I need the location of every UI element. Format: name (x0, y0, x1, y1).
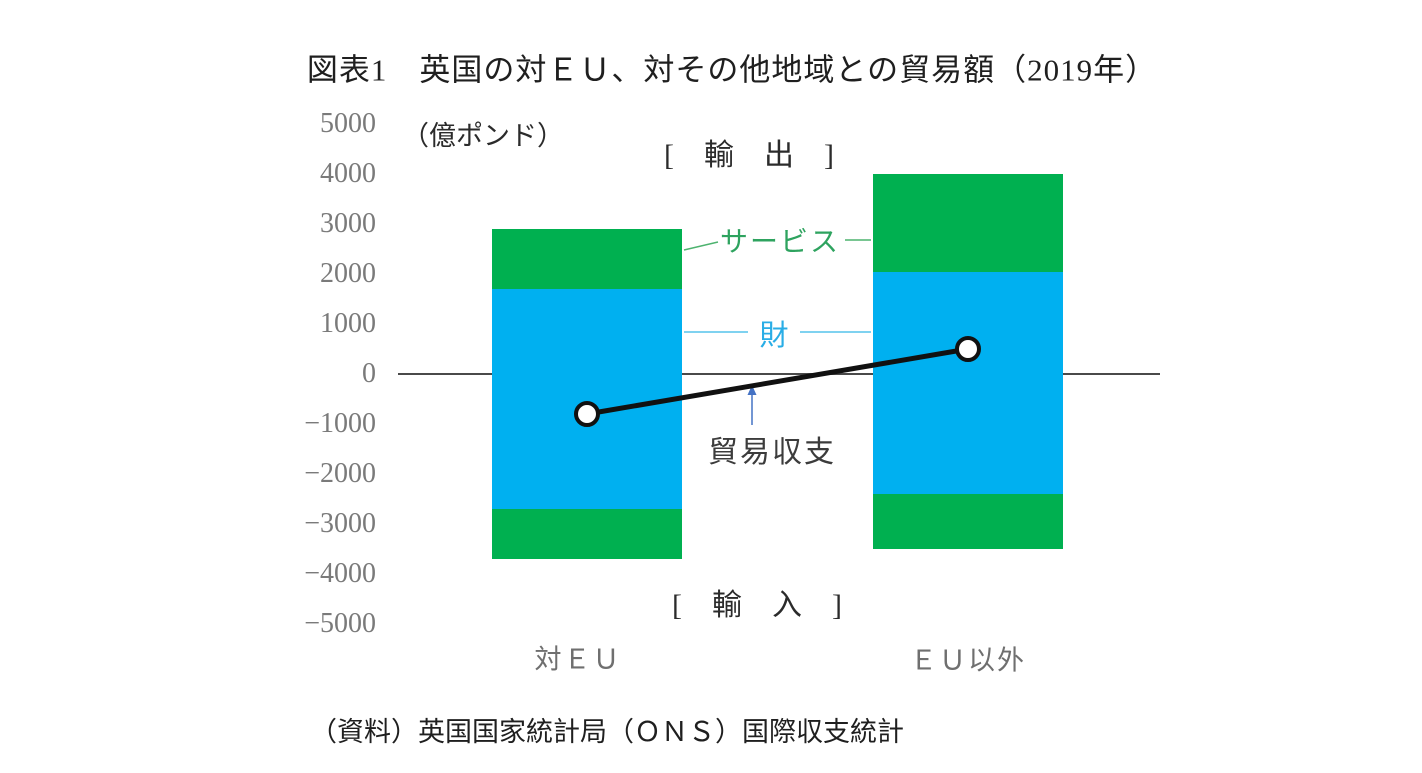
import-section-label: [ 輸 入 ] (672, 589, 842, 622)
source-note: （資料）英国国家統計局（ＯＮＳ）国際収支統計 (310, 717, 904, 747)
goods-series-label: 財 (759, 320, 789, 352)
bar-export-goods (492, 289, 682, 374)
services-series-label: サービス (719, 227, 841, 258)
bar-import-goods (492, 374, 682, 509)
y-tick-label: 5000 (320, 108, 376, 139)
y-tick-label: −1000 (304, 408, 376, 439)
trade-balance-line (586, 346, 969, 417)
bar-export-services (873, 174, 1063, 272)
bar-import-services (873, 494, 1063, 549)
y-tick-label: 0 (362, 358, 376, 389)
y-tick-label: 2000 (320, 258, 376, 289)
bar-import-goods (873, 374, 1063, 494)
category-label-non-eu: ＥＵ以外 (910, 645, 1026, 676)
bar-export-services (492, 229, 682, 289)
unit-label: （億ポンド） (402, 121, 564, 151)
zero-axis-line (398, 373, 1160, 375)
category-label-eu: 対ＥＵ (534, 644, 622, 675)
y-tick-label: 4000 (320, 158, 376, 189)
y-tick-label: −5000 (304, 608, 376, 639)
y-tick-label: −4000 (304, 558, 376, 589)
services-leader-line-left (683, 241, 719, 251)
y-tick-label: −3000 (304, 508, 376, 539)
trade-balance-marker (955, 336, 981, 362)
chart-title: 図表1 英国の対ＥＵ、対その他地域との貿易額（2019年） (306, 52, 1158, 88)
y-tick-label: 3000 (320, 208, 376, 239)
y-tick-label: −2000 (304, 458, 376, 489)
balance-series-label: 貿易収支 (708, 436, 836, 469)
export-section-label: [ 輸 出 ] (664, 139, 834, 172)
balance-annotation-arrow-head (747, 385, 757, 395)
bar-import-services (492, 509, 682, 559)
trade-balance-marker (574, 401, 600, 427)
y-tick-label: 1000 (320, 308, 376, 339)
